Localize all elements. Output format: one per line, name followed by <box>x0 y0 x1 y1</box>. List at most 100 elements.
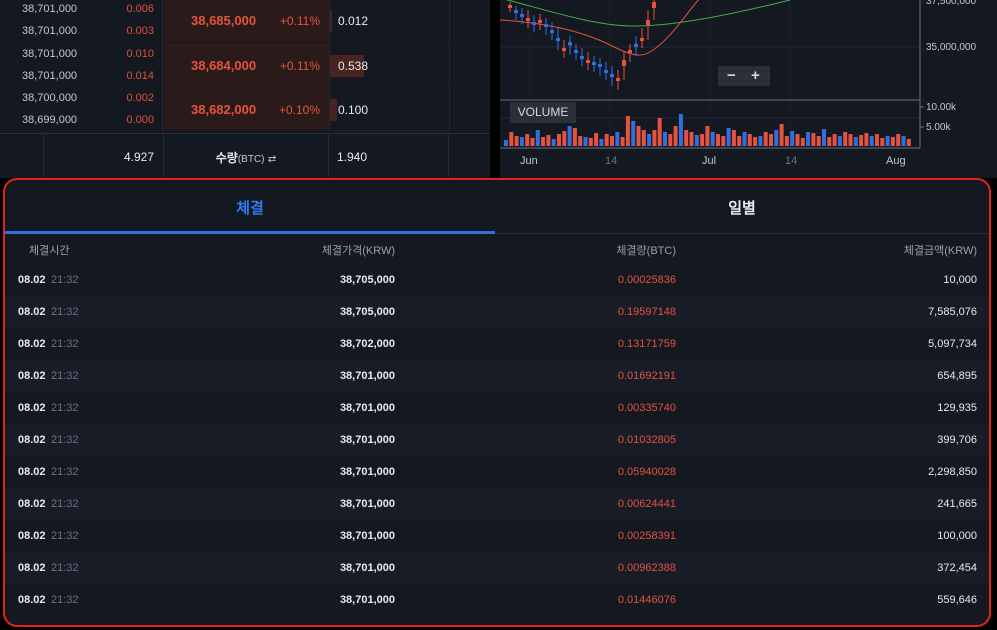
trade-price: 38,701,000 <box>339 498 395 510</box>
orderbook-volume-cell: 0.538 <box>329 42 449 87</box>
candle-body <box>616 78 620 81</box>
orderbook-price: 38,685,000 <box>191 13 257 28</box>
tab-trades[interactable]: 체결 <box>5 186 495 234</box>
candle-body <box>508 5 512 8</box>
volume-bar <box>578 136 583 146</box>
volume-bar <box>694 135 699 146</box>
candle-body <box>550 30 554 33</box>
trade-amount: 654,895 <box>937 370 977 382</box>
orderbook-price-cell[interactable]: 38,684,000 +0.11% <box>164 42 329 87</box>
volume-bar <box>795 134 800 146</box>
trade-row: 08.02 21:32 38,705,000 0.00025836 10,000 <box>5 264 989 296</box>
volume-bar <box>504 140 508 146</box>
volume-bar <box>588 138 593 146</box>
trade-amount: 372,454 <box>937 562 977 574</box>
candle-body <box>598 64 602 67</box>
orderbook-line: 38,701,000 0.006 <box>0 0 163 20</box>
trade-volume: 0.01446076 <box>617 594 676 606</box>
orderbook-line: 38,700,000 0.002 <box>0 87 163 109</box>
trade-amount: 559,646 <box>937 594 977 606</box>
volume-bar <box>562 131 567 146</box>
volume-bar <box>880 138 885 146</box>
trade-row: 08.02 21:32 38,702,000 0.13171759 5,097,734 <box>5 328 989 360</box>
volume-bar <box>890 137 895 146</box>
volume-bar <box>610 136 614 146</box>
orderbook-row[interactable]: 38,701,000 0.006 38,701,000 0.003 38,685,000… <box>0 0 490 43</box>
tab-daily[interactable]: 일별 <box>728 200 756 217</box>
header-price: 체결가격(KRW) <box>321 245 395 257</box>
volume-bar <box>572 128 577 146</box>
trade-date: 08.02 <box>18 306 46 318</box>
candle-body <box>514 10 518 13</box>
candle-body <box>556 38 560 41</box>
zoom-out-button[interactable]: − <box>727 67 736 84</box>
orderbook-price-cell[interactable]: 38,685,000 +0.11% <box>164 0 329 42</box>
volume-bar <box>525 134 530 146</box>
volume-bar <box>567 126 572 146</box>
quantity-toggle-label: 수량(BTC) ⇄ <box>215 151 277 165</box>
volume-bar <box>546 135 551 146</box>
candle-body <box>544 24 548 27</box>
volume-bar <box>726 128 731 146</box>
trade-price: 38,701,000 <box>339 562 395 574</box>
trade-row: 08.02 21:32 38,701,000 0.00258391 100,000 <box>5 520 989 552</box>
volume-bar <box>758 136 763 146</box>
orderbook-change: +0.11% <box>279 14 320 28</box>
line-price: 38,700,000 <box>22 92 78 104</box>
orderbook-panel: 38,701,000 0.006 38,701,000 0.003 38,685,000… <box>0 0 490 178</box>
footer-total-left: 4.927 <box>123 150 154 164</box>
trade-volume: 0.13171759 <box>617 338 676 350</box>
orderbook-row[interactable]: 38,700,000 0.002 38,699,000 0.000 38,682,000… <box>0 87 490 132</box>
trade-date: 08.02 <box>18 466 46 478</box>
volume-bar <box>710 132 715 146</box>
orderbook-line: 38,701,000 0.003 <box>0 20 163 42</box>
trade-price: 38,701,000 <box>339 370 395 382</box>
orderbook-price-cell[interactable]: 38,682,000 +0.10% <box>164 87 329 131</box>
trade-date: 08.02 <box>18 530 46 542</box>
line-price: 38,701,000 <box>22 69 78 82</box>
volume-bar <box>848 134 853 146</box>
candle-body <box>562 48 566 51</box>
trade-row: 08.02 21:32 38,701,000 0.01032805 399,706 <box>5 424 989 456</box>
candle-body <box>652 2 656 8</box>
quantity-toggle[interactable]: 수량(BTC) ⇄ <box>164 134 329 178</box>
trade-amount: 100,000 <box>937 530 977 542</box>
trade-date: 08.02 <box>18 434 46 446</box>
price-chart[interactable]: 37,500,000 35,000,000 10.00k 5.00k Jun 14 Jul 1… <box>500 0 997 178</box>
orderbook-row[interactable]: 38,701,000 0.010 38,701,000 0.014 38,684,000… <box>0 42 490 88</box>
volume-bar <box>859 135 864 146</box>
footer-total-right-cell: 1.940 <box>329 134 449 178</box>
volume-bar <box>806 132 811 146</box>
candle-body <box>580 56 584 59</box>
trade-price: 38,701,000 <box>339 466 395 478</box>
zoom-controls: − + <box>718 66 770 86</box>
volume-bar <box>827 137 832 146</box>
trade-volume: 0.00335740 <box>617 402 676 414</box>
volume-bar <box>737 136 742 146</box>
trades-panel: 체결 일별 체결시간 체결가격(KRW) 체결량(BTC) 체결금액(KRW) … <box>3 178 991 627</box>
volume-bar <box>330 10 333 32</box>
price-axis-label: 35,000,000 <box>926 42 976 53</box>
volume-bar <box>822 129 826 146</box>
zoom-in-button[interactable]: + <box>751 67 760 84</box>
candle-body <box>622 60 626 66</box>
trade-price: 38,705,000 <box>339 306 395 318</box>
volume-bar <box>832 134 837 146</box>
volume-bar <box>684 130 689 146</box>
volume-bar <box>875 134 879 146</box>
trade-row: 08.02 21:32 38,701,000 0.00624441 241,665 <box>5 488 989 520</box>
trade-time: 21:32 <box>51 402 79 414</box>
orderbook-line: 38,699,000 0.000 <box>0 109 163 131</box>
orderbook-ask-lines: 38,701,000 0.006 38,701,000 0.003 <box>0 0 163 43</box>
orderbook-volume-cell: 0.100 <box>329 87 449 131</box>
volume-bar <box>652 130 657 146</box>
trade-amount: 10,000 <box>943 274 977 286</box>
trade-time: 21:32 <box>51 274 79 286</box>
volume-bar <box>535 130 540 146</box>
volume-bar <box>763 132 768 146</box>
header-time: 체결시간 <box>29 245 70 257</box>
volume-axis-label: 5.00k <box>926 122 951 133</box>
time-axis-label: Jul <box>702 155 716 167</box>
volume-bar <box>869 136 874 146</box>
orderbook-empty-cell <box>449 42 490 87</box>
